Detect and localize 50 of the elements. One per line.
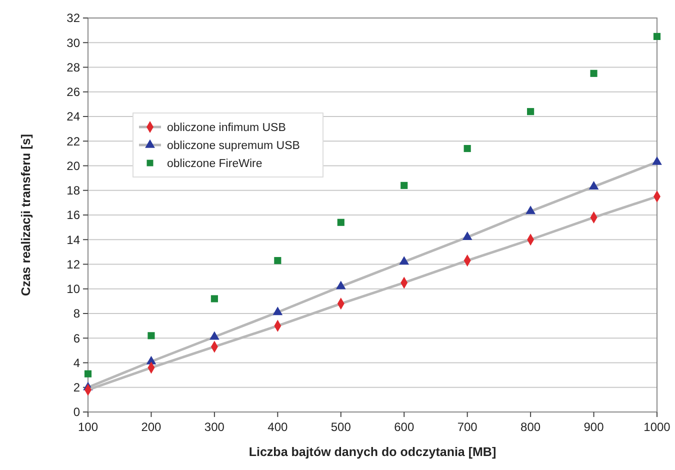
y-tick-label: 32 [66, 11, 80, 26]
y-tick-label: 16 [66, 208, 80, 222]
point [84, 370, 92, 378]
legend-label: obliczone supremum USB [167, 140, 300, 152]
point [400, 182, 408, 189]
x-tick-label: 800 [520, 420, 541, 434]
x-tick-label: 200 [141, 420, 162, 434]
y-tick-label: 30 [66, 36, 80, 50]
point [590, 70, 598, 77]
legend-label: obliczone infimum USB [167, 122, 286, 134]
x-tick-label: 1000 [644, 420, 671, 434]
y-tick-label: 18 [66, 184, 80, 198]
point [210, 331, 220, 340]
y-tick-label: 28 [66, 60, 80, 74]
y-tick-label: 2 [73, 380, 80, 395]
y-tick-label: 4 [73, 356, 80, 370]
y-axis-title: Czas realizacji transferu [s] [19, 134, 33, 296]
x-tick-label: 300 [204, 420, 225, 434]
x-tick-label: 400 [268, 420, 288, 434]
y-tick-label: 10 [66, 282, 80, 296]
y-tick-label: 24 [66, 110, 80, 124]
point [526, 206, 536, 214]
y-tick-label: 0 [73, 405, 80, 420]
point [148, 332, 155, 340]
x-axis-title: Liczba bajtów danych do odczytania [MB] [248, 445, 496, 459]
point [588, 180, 599, 190]
x-tick-label: 700 [457, 420, 478, 434]
point [653, 32, 661, 40]
y-tick-label: 26 [66, 85, 80, 100]
y-tick-label: 14 [66, 232, 80, 247]
x-tick-label: 900 [584, 420, 604, 434]
x-tick-label: 500 [330, 420, 352, 434]
point [462, 231, 472, 240]
point [274, 257, 282, 264]
y-tick-label: 6 [73, 331, 80, 346]
y-tick-label: 8 [73, 306, 80, 321]
y-tick-label: 22 [66, 134, 80, 148]
legend-label: obliczone FireWire [167, 158, 262, 170]
point [336, 280, 346, 290]
point [399, 256, 410, 265]
point [464, 144, 471, 152]
point [652, 156, 662, 165]
point [210, 295, 218, 302]
x-tick-label: 600 [394, 420, 414, 434]
x-tick-label: 100 [78, 420, 98, 434]
point [527, 108, 534, 116]
y-tick-label: 20 [66, 158, 80, 173]
point [337, 218, 344, 226]
point [272, 306, 283, 316]
y-tick-label: 12 [66, 257, 80, 272]
